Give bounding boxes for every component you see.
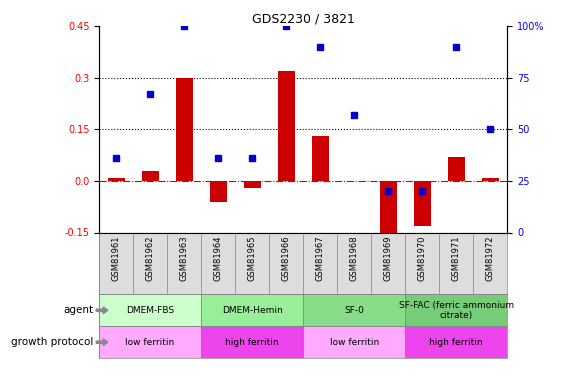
Text: SF-FAC (ferric ammonium
citrate): SF-FAC (ferric ammonium citrate) (399, 301, 514, 320)
Bar (405, 294, 507, 326)
Bar (175, 78, 192, 181)
Text: growth protocol: growth protocol (11, 337, 93, 347)
Bar (99, 326, 201, 358)
Text: GSM81969: GSM81969 (384, 236, 393, 281)
Bar (210, 181, 227, 202)
Bar (303, 326, 405, 358)
Text: GSM81967: GSM81967 (315, 236, 325, 281)
Text: GSM81972: GSM81972 (486, 236, 495, 281)
Text: DMEM-Hemin: DMEM-Hemin (222, 306, 283, 315)
Bar (201, 294, 303, 326)
Bar (278, 71, 294, 181)
Bar (303, 294, 405, 326)
Text: GSM81965: GSM81965 (248, 236, 257, 281)
Text: GSM81961: GSM81961 (111, 236, 121, 281)
Text: GSM81968: GSM81968 (350, 236, 359, 281)
Text: GSM81971: GSM81971 (452, 236, 461, 281)
Bar (482, 177, 498, 181)
Text: GSM81964: GSM81964 (213, 236, 223, 281)
Text: high ferritin: high ferritin (226, 338, 279, 346)
Bar (142, 171, 159, 181)
Bar (380, 181, 396, 246)
Text: agent: agent (63, 305, 93, 315)
Text: low ferritin: low ferritin (125, 338, 175, 346)
Text: low ferritin: low ferritin (329, 338, 379, 346)
Text: GSM81966: GSM81966 (282, 236, 291, 281)
Text: GSM81970: GSM81970 (417, 236, 427, 281)
Text: SF-0: SF-0 (344, 306, 364, 315)
Text: high ferritin: high ferritin (430, 338, 483, 346)
Text: GSM81962: GSM81962 (146, 236, 154, 281)
Text: GSM81963: GSM81963 (180, 236, 189, 281)
Bar (99, 294, 201, 326)
Title: GDS2230 / 3821: GDS2230 / 3821 (252, 12, 354, 25)
Bar (405, 326, 507, 358)
Bar (448, 157, 465, 181)
Bar (201, 326, 303, 358)
Bar (244, 181, 261, 188)
Bar (312, 136, 329, 181)
Text: DMEM-FBS: DMEM-FBS (126, 306, 174, 315)
Bar (414, 181, 431, 226)
Bar (108, 177, 125, 181)
